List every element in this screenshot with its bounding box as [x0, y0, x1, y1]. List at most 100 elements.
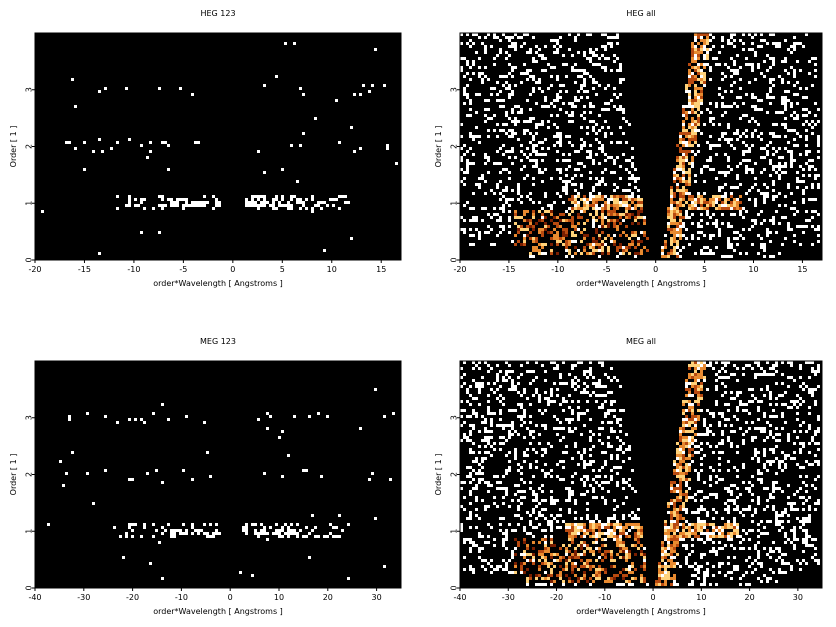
event-pixel: [682, 159, 685, 162]
event-pixel: [496, 81, 499, 84]
event-pixel: [598, 243, 601, 246]
event-pixel: [691, 385, 694, 388]
event-pixel: [266, 532, 269, 535]
event-pixel: [691, 529, 694, 532]
event-pixel: [595, 93, 598, 96]
event-pixel: [772, 415, 775, 418]
event-pixel: [691, 51, 694, 54]
event-pixel: [733, 213, 736, 216]
event-pixel: [601, 54, 604, 57]
event-pixel: [766, 580, 769, 583]
event-pixel: [802, 388, 805, 391]
event-pixel: [697, 535, 700, 538]
event-pixel: [697, 577, 700, 580]
event-pixel: [577, 204, 580, 207]
event-pixel: [703, 571, 706, 574]
event-pixel: [808, 361, 811, 364]
event-pixel: [733, 204, 736, 207]
event-pixel: [538, 583, 541, 586]
event-pixel: [475, 382, 478, 385]
event-pixel: [526, 559, 529, 562]
event-pixel: [460, 526, 463, 529]
event-pixel: [595, 195, 598, 198]
event-pixel: [715, 496, 718, 499]
event-pixel: [607, 481, 610, 484]
event-pixel: [691, 123, 694, 126]
event-pixel: [619, 466, 622, 469]
event-pixel: [460, 415, 463, 418]
event-pixel: [628, 535, 631, 538]
event-pixel: [592, 204, 595, 207]
event-pixel: [565, 547, 568, 550]
event-pixel: [538, 81, 541, 84]
event-pixel: [496, 565, 499, 568]
event-pixel: [748, 412, 751, 415]
event-pixel: [679, 135, 682, 138]
event-pixel: [703, 574, 706, 577]
event-pixel: [131, 535, 134, 538]
event-pixel: [607, 520, 610, 523]
event-pixel: [197, 532, 200, 535]
event-pixel: [679, 487, 682, 490]
event-pixel: [472, 153, 475, 156]
event-pixel: [574, 427, 577, 430]
event-pixel: [598, 57, 601, 60]
event-pixel: [625, 204, 628, 207]
event-pixel: [586, 376, 589, 379]
event-pixel: [508, 451, 511, 454]
event-pixel: [511, 571, 514, 574]
event-pixel: [757, 499, 760, 502]
event-pixel: [694, 451, 697, 454]
event-pixel: [529, 198, 532, 201]
event-pixel: [745, 135, 748, 138]
event-pixel: [682, 424, 685, 427]
event-pixel: [595, 577, 598, 580]
event-pixel: [278, 204, 281, 207]
event-pixel: [595, 231, 598, 234]
event-pixel: [799, 526, 802, 529]
event-pixel: [763, 373, 766, 376]
event-pixel: [628, 484, 631, 487]
event-pixel: [574, 150, 577, 153]
event-pixel: [514, 42, 517, 45]
event-pixel: [682, 114, 685, 117]
event-pixel: [709, 237, 712, 240]
event-pixel: [287, 532, 290, 535]
event-pixel: [616, 141, 619, 144]
event-pixel: [508, 559, 511, 562]
event-pixel: [514, 493, 517, 496]
event-pixel: [664, 553, 667, 556]
event-pixel: [568, 373, 571, 376]
event-pixel: [691, 60, 694, 63]
event-pixel: [350, 126, 353, 129]
event-pixel: [484, 207, 487, 210]
event-pixel: [793, 538, 796, 541]
event-pixel: [466, 400, 469, 403]
event-pixel: [601, 180, 604, 183]
event-pixel: [715, 195, 718, 198]
event-pixel: [589, 439, 592, 442]
event-pixel: [682, 400, 685, 403]
event-pixel: [496, 213, 499, 216]
event-pixel: [793, 430, 796, 433]
event-pixel: [703, 165, 706, 168]
event-pixel: [478, 237, 481, 240]
event-pixel: [544, 556, 547, 559]
event-pixel: [460, 400, 463, 403]
event-pixel: [538, 400, 541, 403]
event-pixel: [688, 457, 691, 460]
event-pixel: [790, 457, 793, 460]
event-pixel: [688, 102, 691, 105]
event-pixel: [673, 210, 676, 213]
event-pixel: [550, 394, 553, 397]
event-pixel: [523, 562, 526, 565]
event-pixel: [571, 234, 574, 237]
event-pixel: [526, 397, 529, 400]
x-tick-label: -15: [78, 265, 91, 274]
event-pixel: [505, 36, 508, 39]
event-pixel: [523, 460, 526, 463]
event-pixel: [766, 373, 769, 376]
event-pixel: [730, 213, 733, 216]
event-pixel: [730, 201, 733, 204]
event-pixel: [694, 51, 697, 54]
